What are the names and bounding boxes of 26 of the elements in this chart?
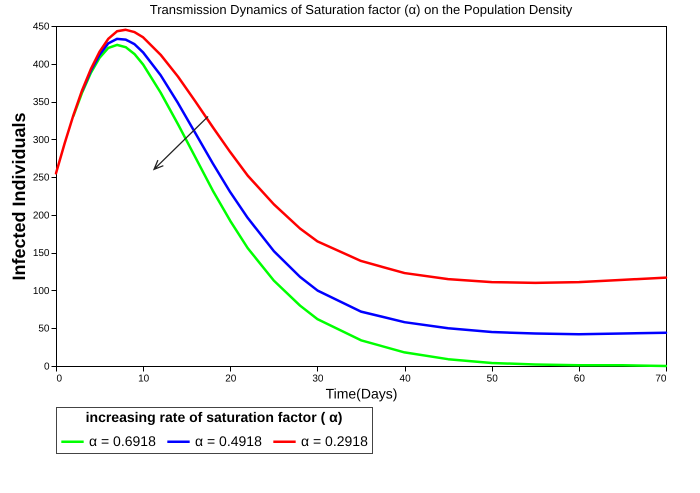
y-tick-label: 300: [32, 134, 50, 146]
legend-label: α = 0.6918: [89, 432, 156, 449]
x-tick-label: 40: [400, 374, 412, 384]
x-tick-label: 10: [138, 374, 150, 384]
y-axis-title: Infected Individuals: [8, 112, 29, 281]
x-tick-label: 70: [655, 374, 667, 384]
y-tick-label: 450: [32, 22, 50, 32]
x-tick-label: 20: [225, 374, 237, 384]
y-tick-label: 100: [32, 286, 50, 297]
y-tick-label: 50: [38, 324, 50, 335]
y-tick-label: 400: [32, 59, 50, 70]
y-tick-label: 350: [32, 97, 50, 108]
y-tick-label: 250: [32, 172, 50, 184]
y-tick-label: 200: [32, 210, 50, 222]
x-tick-label: 60: [574, 374, 586, 384]
x-tick-label: 50: [486, 374, 498, 384]
legend-label: α = 0.4918: [195, 432, 262, 449]
x-tick-label: 0: [56, 374, 62, 384]
legend-label: α = 0.2918: [301, 432, 368, 449]
legend-title: increasing rate of saturation factor ( α): [86, 409, 342, 425]
x-tick-label: 30: [312, 374, 324, 384]
x-axis-title: Time(Days): [326, 386, 398, 402]
y-tick-label: 150: [32, 248, 50, 260]
line-series: [54, 28, 668, 284]
chart-title: Transmission Dynamics of Saturation factor (α) on the Population Density: [150, 2, 573, 17]
y-tick-label: 0: [44, 362, 50, 372]
